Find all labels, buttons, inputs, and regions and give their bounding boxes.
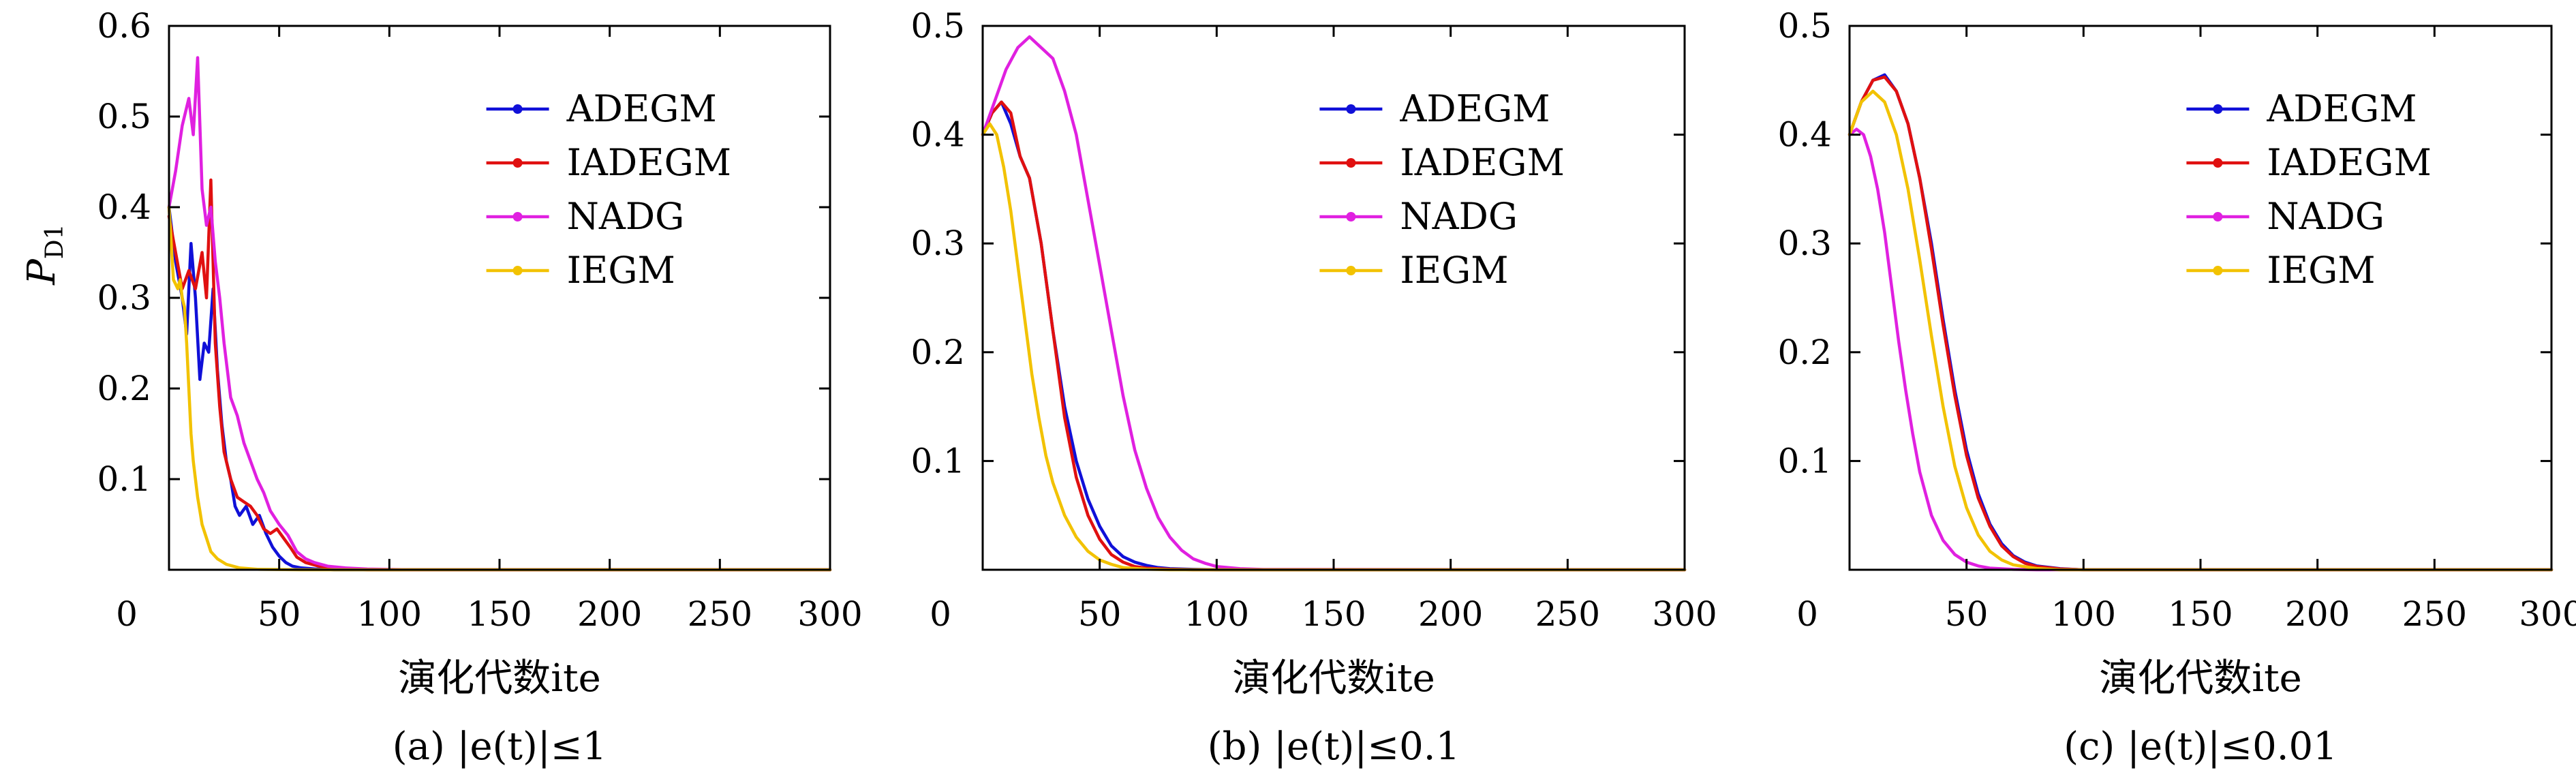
x-tick-label: 300 [797,594,862,634]
y-tick-label: 0.1 [1777,441,1832,480]
legend-marker-iadegm [1346,158,1356,168]
plot-frame [168,25,831,571]
series-line-adegm [1847,73,2554,572]
series-line-iadegm [1847,75,2554,572]
legend-marker-iegm [2213,266,2223,275]
y-tick-label: 0.2 [910,333,965,372]
legend-label: IADEGM [1400,141,1564,184]
x-tick-label: 300 [2519,594,2576,634]
legend-label: IADEGM [2267,141,2431,184]
x-tick-label: 100 [1184,594,1249,634]
x-tick-label: 200 [1418,594,1483,634]
x-tick-label: 150 [2168,594,2233,634]
panel-caption: (b) |e(t)|≤0.1 [1208,724,1460,769]
series-line-iegm [981,122,1687,572]
y-tick-label: 0.3 [97,278,151,318]
panel-caption: (c) |e(t)|≤0.01 [2064,724,2337,769]
x-tick-label: 100 [357,594,422,634]
series-line-iadegm [167,178,832,572]
legend-label: IEGM [567,249,675,292]
legend-marker-adegm [512,104,523,114]
x-tick-label: 300 [1652,594,1717,634]
legend-label: IEGM [2267,249,2375,292]
legend-marker-adegm [2213,104,2223,114]
x-tick-label: 250 [2402,594,2467,634]
legend-label: ADEGM [566,87,717,130]
y-axis-label-subscript: D1 [41,224,69,259]
y-tick-label: 0.4 [910,115,965,155]
x-tick-label: 0 [930,594,951,634]
x-tick-label: 0 [116,594,138,634]
x-axis-label: 演化代数ite [2099,656,2302,701]
series-line-iegm [1847,89,2554,572]
x-tick-label: 50 [1945,594,1989,634]
legend-marker-iadegm [2213,158,2223,168]
panel-caption: (a) |e(t)|≤1 [393,724,607,769]
legend-label: ADEGM [2266,87,2417,130]
x-tick-label: 250 [1535,594,1600,634]
legend-label: NADG [567,195,685,238]
y-axis-label: PD1 [20,224,69,285]
plot-frame [981,25,1686,571]
legend-label: IEGM [1400,249,1508,292]
y-tick-label: 0.2 [97,369,151,408]
legend-label: IADEGM [567,141,731,184]
legend-marker-iadegm [512,158,523,168]
x-tick-label: 200 [577,594,642,634]
x-tick-label: 50 [1078,594,1122,634]
series-line-adegm [981,100,1687,572]
series-line-nadg [167,56,832,572]
y-tick-label: 0.4 [97,187,151,227]
x-tick-label: 150 [1301,594,1366,634]
y-tick-label: 0.1 [910,441,965,480]
y-tick-label: 0.4 [1777,115,1832,155]
y-tick-label: 0.3 [910,224,965,263]
x-tick-label: 0 [1796,594,1818,634]
legend-marker-adegm [1346,104,1356,114]
y-tick-label: 0.5 [97,97,151,136]
series-line-nadg [981,35,1687,572]
series-line-iegm [167,205,832,572]
series-line-nadg [1847,127,2554,572]
y-axis-label-main: P [20,258,64,286]
plot-frame [1848,25,2553,571]
x-axis-label: 演化代数ite [398,656,601,701]
y-tick-label: 0.2 [1777,333,1832,372]
y-tick-label: 0.3 [1777,224,1832,263]
x-tick-label: 150 [467,594,532,634]
y-tick-label: 0.5 [1777,6,1832,46]
legend-marker-nadg [1346,212,1356,222]
legend-label: NADG [2267,195,2385,238]
y-tick-label: 0.5 [910,6,965,46]
x-tick-label: 50 [258,594,301,634]
series-line-adegm [167,205,832,572]
legend-label: NADG [1400,195,1518,238]
legend-marker-nadg [512,212,523,222]
x-tick-label: 200 [2285,594,2350,634]
legend-label: ADEGM [1399,87,1550,130]
y-tick-label: 0.1 [97,459,151,499]
y-tick-label: 0.6 [97,6,151,46]
legend-marker-nadg [2213,212,2223,222]
legend-marker-iegm [512,266,523,275]
x-axis-label: 演化代数ite [1232,656,1435,701]
x-tick-label: 250 [688,594,752,634]
legend-marker-iegm [1346,266,1356,275]
x-tick-label: 100 [2051,594,2116,634]
